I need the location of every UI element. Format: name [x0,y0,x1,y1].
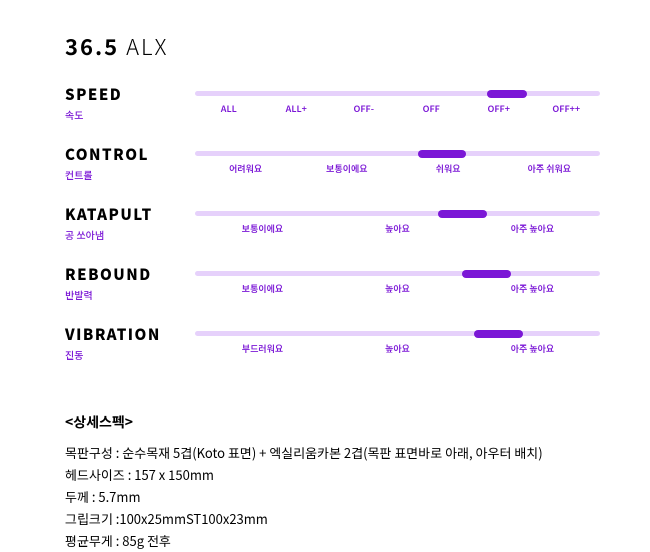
spec-tick: OFF++ [533,102,601,115]
detail-line: 목판구성 : 순수목재 5겹(Koto 표면) + 엑실리움카본 2겹(목판 표… [65,442,600,464]
spec-label-col: KATAPULT 공 쏘아냄 [65,204,195,242]
spec-track [195,91,600,96]
spec-row: KATAPULT 공 쏘아냄보통이에요높아요아주 높아요 [65,204,600,242]
spec-marker [462,270,511,278]
spec-tick: OFF+ [465,102,533,115]
spec-tick: OFF- [330,102,398,115]
spec-label-ko: 진동 [65,347,195,362]
spec-label-col: REBOUND 반발력 [65,264,195,302]
spec-row: CONTROL 컨트롤어려워요보통이에요쉬워요아주 쉬워요 [65,144,600,182]
spec-bar-col: 보통이에요높아요아주 높아요 [195,211,600,235]
spec-marker [438,210,487,218]
detail-line: 두께 : 5.7mm [65,486,600,508]
detail-lines: 목판구성 : 순수목재 5겹(Koto 표면) + 엑실리움카본 2겹(목판 표… [65,442,600,552]
spec-tick: ALL [195,102,263,115]
title-sub: ALX [126,30,168,62]
spec-tick: 보통이에요 [296,162,397,175]
spec-tick: 아주 쉬워요 [499,162,600,175]
spec-label-ko: 컨트롤 [65,167,195,182]
spec-tick: 아주 높아요 [465,282,600,295]
spec-ticks: ALLALL+OFF-OFFOFF+OFF++ [195,102,600,115]
spec-tick: 높아요 [330,222,465,235]
spec-tick: OFF [398,102,466,115]
spec-track [195,271,600,276]
spec-row: VIBRATION 진동부드러워요높아요아주 높아요 [65,324,600,362]
spec-ticks: 부드러워요높아요아주 높아요 [195,342,600,355]
detail-section: <상세스펙> 목판구성 : 순수목재 5겹(Koto 표면) + 엑실리움카본 … [65,412,600,552]
spec-label-ko: 반발력 [65,287,195,302]
spec-bar-col: ALLALL+OFF-OFFOFF+OFF++ [195,91,600,115]
spec-bar-col: 보통이에요높아요아주 높아요 [195,271,600,295]
spec-list: SPEED 속도ALLALL+OFF-OFFOFF+OFF++ CONTROL 컨트롤… [65,84,600,362]
title-main: 36.5 [65,30,119,62]
spec-label-col: SPEED 속도 [65,84,195,122]
spec-tick: 보통이에요 [195,282,330,295]
spec-marker [487,90,528,98]
spec-label-ko: 공 쏘아냄 [65,227,195,242]
product-title: 36.5 ALX [65,30,600,62]
spec-row: REBOUND 반발력보통이에요높아요아주 높아요 [65,264,600,302]
spec-tick: 부드러워요 [195,342,330,355]
spec-label-en: KATAPULT [65,204,195,225]
spec-track [195,331,600,336]
spec-ticks: 보통이에요높아요아주 높아요 [195,222,600,235]
spec-bar-col: 부드러워요높아요아주 높아요 [195,331,600,355]
spec-label-en: CONTROL [65,144,195,165]
spec-track [195,211,600,216]
spec-tick: 높아요 [330,342,465,355]
spec-label-col: CONTROL 컨트롤 [65,144,195,182]
spec-label-en: SPEED [65,84,195,105]
spec-tick: 높아요 [330,282,465,295]
detail-line: 평균무게 : 85g 전후 [65,530,600,552]
detail-header: <상세스펙> [65,412,600,432]
spec-bar-col: 어려워요보통이에요쉬워요아주 쉬워요 [195,151,600,175]
spec-tick: ALL+ [263,102,331,115]
spec-ticks: 보통이에요높아요아주 높아요 [195,282,600,295]
spec-label-en: VIBRATION [65,324,195,345]
spec-marker [474,330,523,338]
spec-tick: 아주 높아요 [465,342,600,355]
spec-tick: 보통이에요 [195,222,330,235]
detail-line: 헤드사이즈 : 157 x 150mm [65,464,600,486]
detail-line: 그립크기 :100x25mmST100x23mm [65,508,600,530]
spec-track [195,151,600,156]
spec-tick: 쉬워요 [398,162,499,175]
spec-tick: 어려워요 [195,162,296,175]
spec-label-ko: 속도 [65,107,195,122]
spec-ticks: 어려워요보통이에요쉬워요아주 쉬워요 [195,162,600,175]
spec-label-col: VIBRATION 진동 [65,324,195,362]
spec-marker [418,150,467,158]
spec-tick: 아주 높아요 [465,222,600,235]
spec-row: SPEED 속도ALLALL+OFF-OFFOFF+OFF++ [65,84,600,122]
spec-label-en: REBOUND [65,264,195,285]
